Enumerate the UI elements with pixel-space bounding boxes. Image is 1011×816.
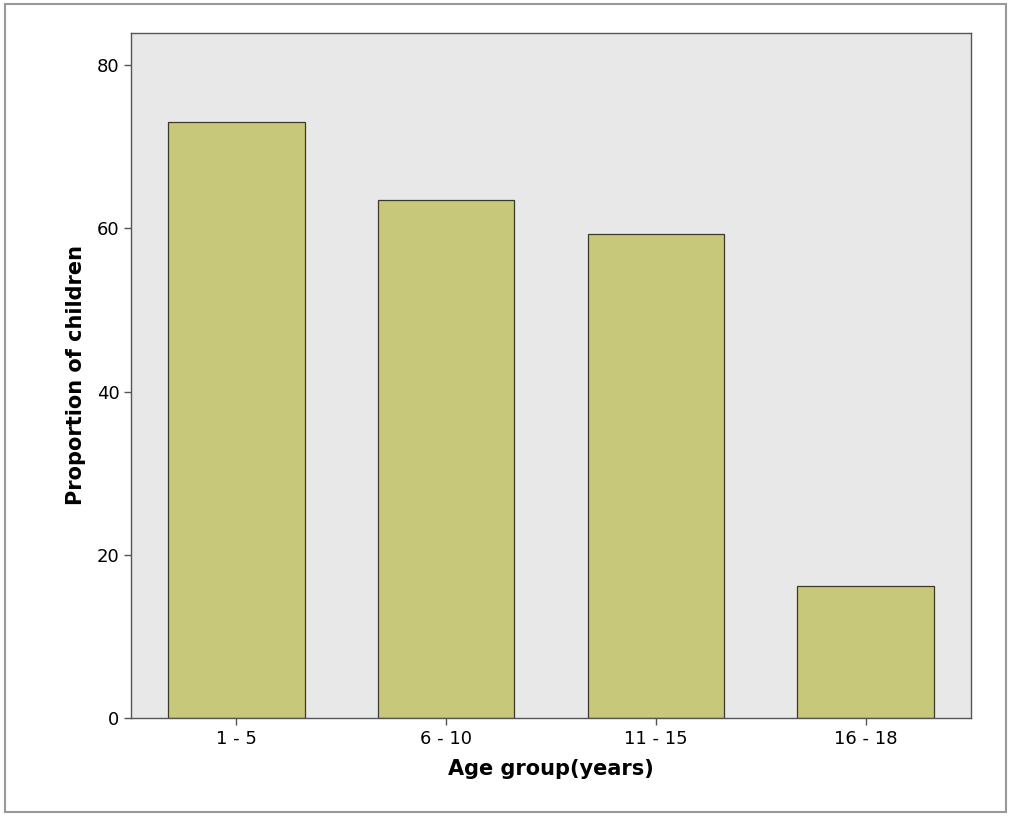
Bar	[378, 200, 515, 718]
X-axis label: Age group(years): Age group(years)	[448, 759, 654, 779]
Bar	[798, 586, 934, 718]
Bar	[168, 122, 304, 718]
Bar	[587, 234, 724, 718]
Y-axis label: Proportion of children: Proportion of children	[66, 246, 86, 505]
